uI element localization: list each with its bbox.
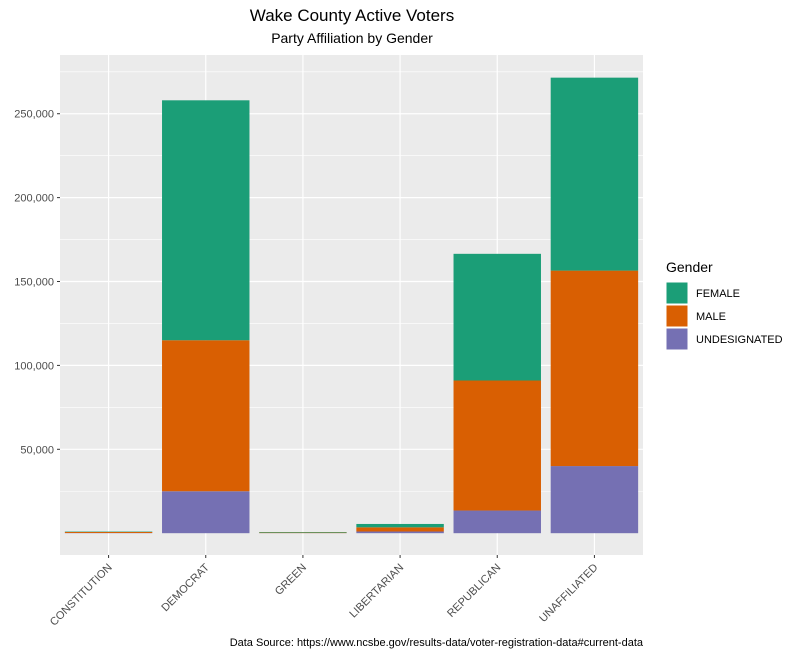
bar-unaffiliated-female xyxy=(550,77,639,271)
grid-lines xyxy=(60,55,643,555)
bar-green-female xyxy=(259,532,347,533)
bar-libertarian-female xyxy=(356,523,444,528)
bar-democrat-male xyxy=(162,340,250,492)
legend-label-undesignated: UNDESIGNATED xyxy=(696,334,783,346)
bar-republican-male xyxy=(453,380,541,511)
legend-key-female xyxy=(665,281,689,305)
x-tick-label: DEMOCRAT xyxy=(159,561,212,614)
x-tick-label: LIBERTARIAN xyxy=(347,562,406,621)
x-tick-label: GREEN xyxy=(273,562,309,598)
y-tick-label: 150,000 xyxy=(14,277,54,289)
y-tick-label: 250,000 xyxy=(14,109,54,121)
bar-unaffiliated-undesignated xyxy=(550,466,639,534)
bars xyxy=(64,77,639,534)
x-axis: CONSTITUTION DEMOCRAT GREEN LIBERTARIAN REPU… xyxy=(48,555,601,628)
legend-label-female: FEMALE xyxy=(696,288,740,300)
x-tick-label: CONSTITUTION xyxy=(48,562,115,629)
y-tick-label: 100,000 xyxy=(14,360,54,372)
legend: Gender FEMALE MALE UNDESIGNATED xyxy=(665,259,783,351)
bar-unaffiliated-male xyxy=(550,270,639,467)
bar-constitution-male xyxy=(64,532,153,534)
x-tick-label: UNAFFILIATED xyxy=(537,562,600,625)
bar-green-male xyxy=(259,532,347,534)
y-tick-label: 200,000 xyxy=(14,193,54,205)
legend-title: Gender xyxy=(666,259,713,275)
bar-republican-female xyxy=(453,253,541,381)
legend-key-male xyxy=(665,304,689,328)
bar-democrat-female xyxy=(162,100,250,341)
bar-democrat-undesignated xyxy=(162,491,250,534)
chart-subtitle: Party Affiliation by Gender xyxy=(271,30,433,46)
bar-republican-undesignated xyxy=(453,510,541,534)
chart-title: Wake County Active Voters xyxy=(250,6,454,25)
bar-libertarian-undesignated xyxy=(356,531,444,534)
legend-label-male: MALE xyxy=(696,311,726,323)
panel-background xyxy=(60,55,643,555)
y-axis: 50,000 100,000 150,000 200,000 250,000 xyxy=(14,109,60,456)
chart-caption: Data Source: https://www.ncsbe.gov/resul… xyxy=(230,637,644,649)
plot-panel xyxy=(60,55,643,555)
x-tick-label: REPUBLICAN xyxy=(445,562,503,620)
bar-libertarian-male xyxy=(356,527,444,532)
legend-key-undesignated xyxy=(665,327,689,351)
y-tick-label: 50,000 xyxy=(20,444,54,456)
